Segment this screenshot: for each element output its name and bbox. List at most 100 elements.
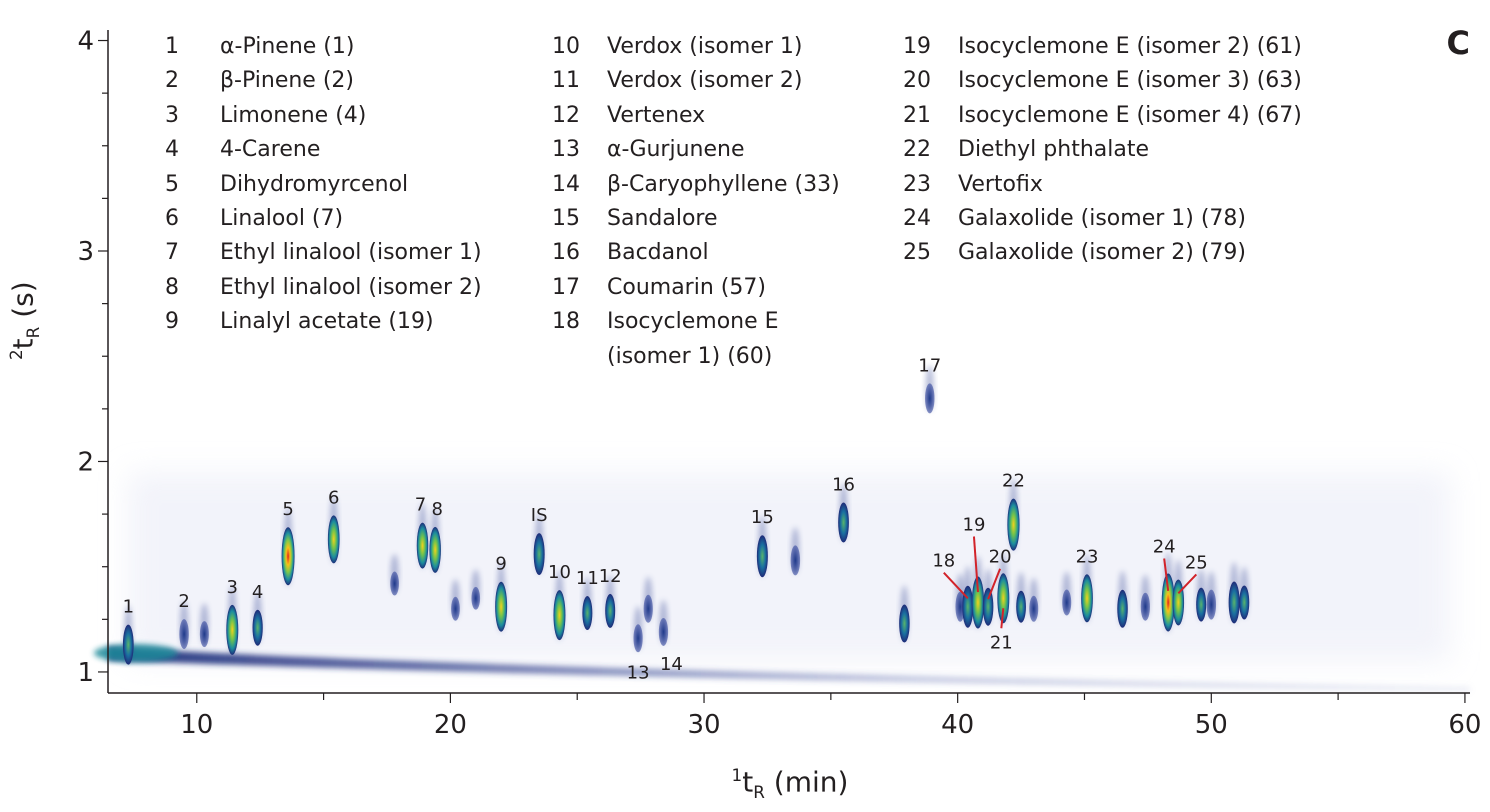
pointer-line [943,572,969,599]
legend-number: 15 [552,206,580,231]
minor-peak-spot [199,621,209,648]
peak-5-spot [281,527,295,586]
legend-compound: 4-Carene [220,137,321,163]
minor-peak [1016,572,1026,623]
plot-background [108,30,1470,693]
peak-label: 6 [328,487,339,508]
peak-label: 15 [751,507,774,528]
legend-number: 22 [903,137,931,163]
peak-label: 14 [660,654,683,675]
legend-number: 1 [165,34,179,59]
peak-label: 19 [963,514,986,535]
solvent-front [93,644,178,663]
legend-number: 2 [165,68,179,94]
peak-17-spot [925,383,935,414]
peak-label: 1 [123,597,134,618]
legend-compound: Verdox (isomer 2) [607,68,803,94]
legend-number: 25 [903,240,931,266]
pointer-line [1163,558,1170,592]
pointer-line [987,568,1002,600]
peak-13 [633,606,643,653]
legend-number: 9 [165,309,179,335]
peak-label: 22 [1002,471,1025,492]
peak-24-spot [1161,573,1175,632]
peak-label: 8 [431,499,442,520]
peak-label: 4 [252,582,263,603]
peak-1-spot [122,624,134,665]
pointer-line [1177,573,1198,594]
legend-number: 21 [903,102,931,128]
peak-14-spot [658,617,669,646]
peak-label: 7 [415,495,426,516]
minor-peak [1206,571,1217,620]
minor-peak [199,603,209,648]
background-haze [128,472,1450,662]
legend-number: 24 [903,206,931,231]
peak-label: 18 [932,551,955,572]
minor-peak [1062,571,1072,616]
minor-peak-spot [899,604,910,643]
peak-16 [838,483,849,543]
peak-13-spot [633,624,643,653]
minor-peak-spot [1016,590,1026,623]
peak-8 [429,507,441,573]
peak-2 [179,600,189,650]
legend-compound: Isocyclemone E (isomer 2) (61) [958,34,1302,59]
peak-label: 3 [227,577,238,598]
y-tick-label: 1 [77,658,94,688]
peak-9 [495,561,508,632]
peak-label: 21 [990,632,1013,653]
peak-8-spot [429,526,441,573]
peak-23 [1081,554,1093,623]
minor-peak [390,553,399,596]
peak-label: 24 [1153,536,1176,557]
peak-10 [553,569,566,641]
minor-peak-spot [1239,585,1250,620]
legend-compound: Isocyclemone E (isomer 4) (67) [958,102,1302,128]
y-tick-label: 2 [77,447,94,477]
peak-label: 11 [576,568,599,589]
minor-peak-spot [451,596,460,621]
legend-compound: Bacdanol [607,240,709,266]
minor-peak-spot [1029,595,1039,622]
peak-label: 10 [548,562,571,583]
x-tick-label: 10 [180,710,213,740]
legend-number: 16 [552,240,580,266]
peak-label: 9 [495,554,506,575]
peak-19-spot [971,576,985,629]
minor-peak [790,527,801,576]
minor-peak [451,579,460,621]
legend-compound: α-Gurjunene [607,137,745,163]
peak-11 [582,577,593,631]
minor-peak [899,585,910,643]
x-tick-label: 30 [687,710,720,740]
legend-number: 8 [165,274,179,300]
peak-5 [281,506,295,587]
peak-21 [997,553,1010,624]
legend-number: 5 [165,171,179,197]
legend-compound: β-Caryophyllene (33) [607,171,840,197]
column-bleed-band [93,644,1470,692]
minor-peak-spot [1140,592,1150,621]
minor-peak [1228,562,1240,624]
legend-compound: Coumarin (57) [607,274,766,300]
legend-compound: Vertenex [607,102,706,128]
peak-3 [226,584,239,656]
minor-peak-spot [643,594,653,623]
legend-compound: Galaxolide (isomer 2) (79) [958,240,1246,266]
peak-is-spot [533,533,545,576]
peak-layer [122,365,1250,665]
peak-23-spot [1081,574,1093,623]
legend-number: 23 [903,171,931,197]
peak-12-spot [605,593,616,628]
peak-22-spot [1007,498,1020,551]
legend-compound: Verdox (isomer 1) [607,34,803,59]
peak-17 [925,365,935,414]
peak-label: 23 [1076,546,1099,567]
legend-compound: Isocyclemone E [607,309,779,335]
legend-number: 10 [552,34,580,59]
peak-22 [1007,478,1020,552]
peak-1 [122,605,134,665]
